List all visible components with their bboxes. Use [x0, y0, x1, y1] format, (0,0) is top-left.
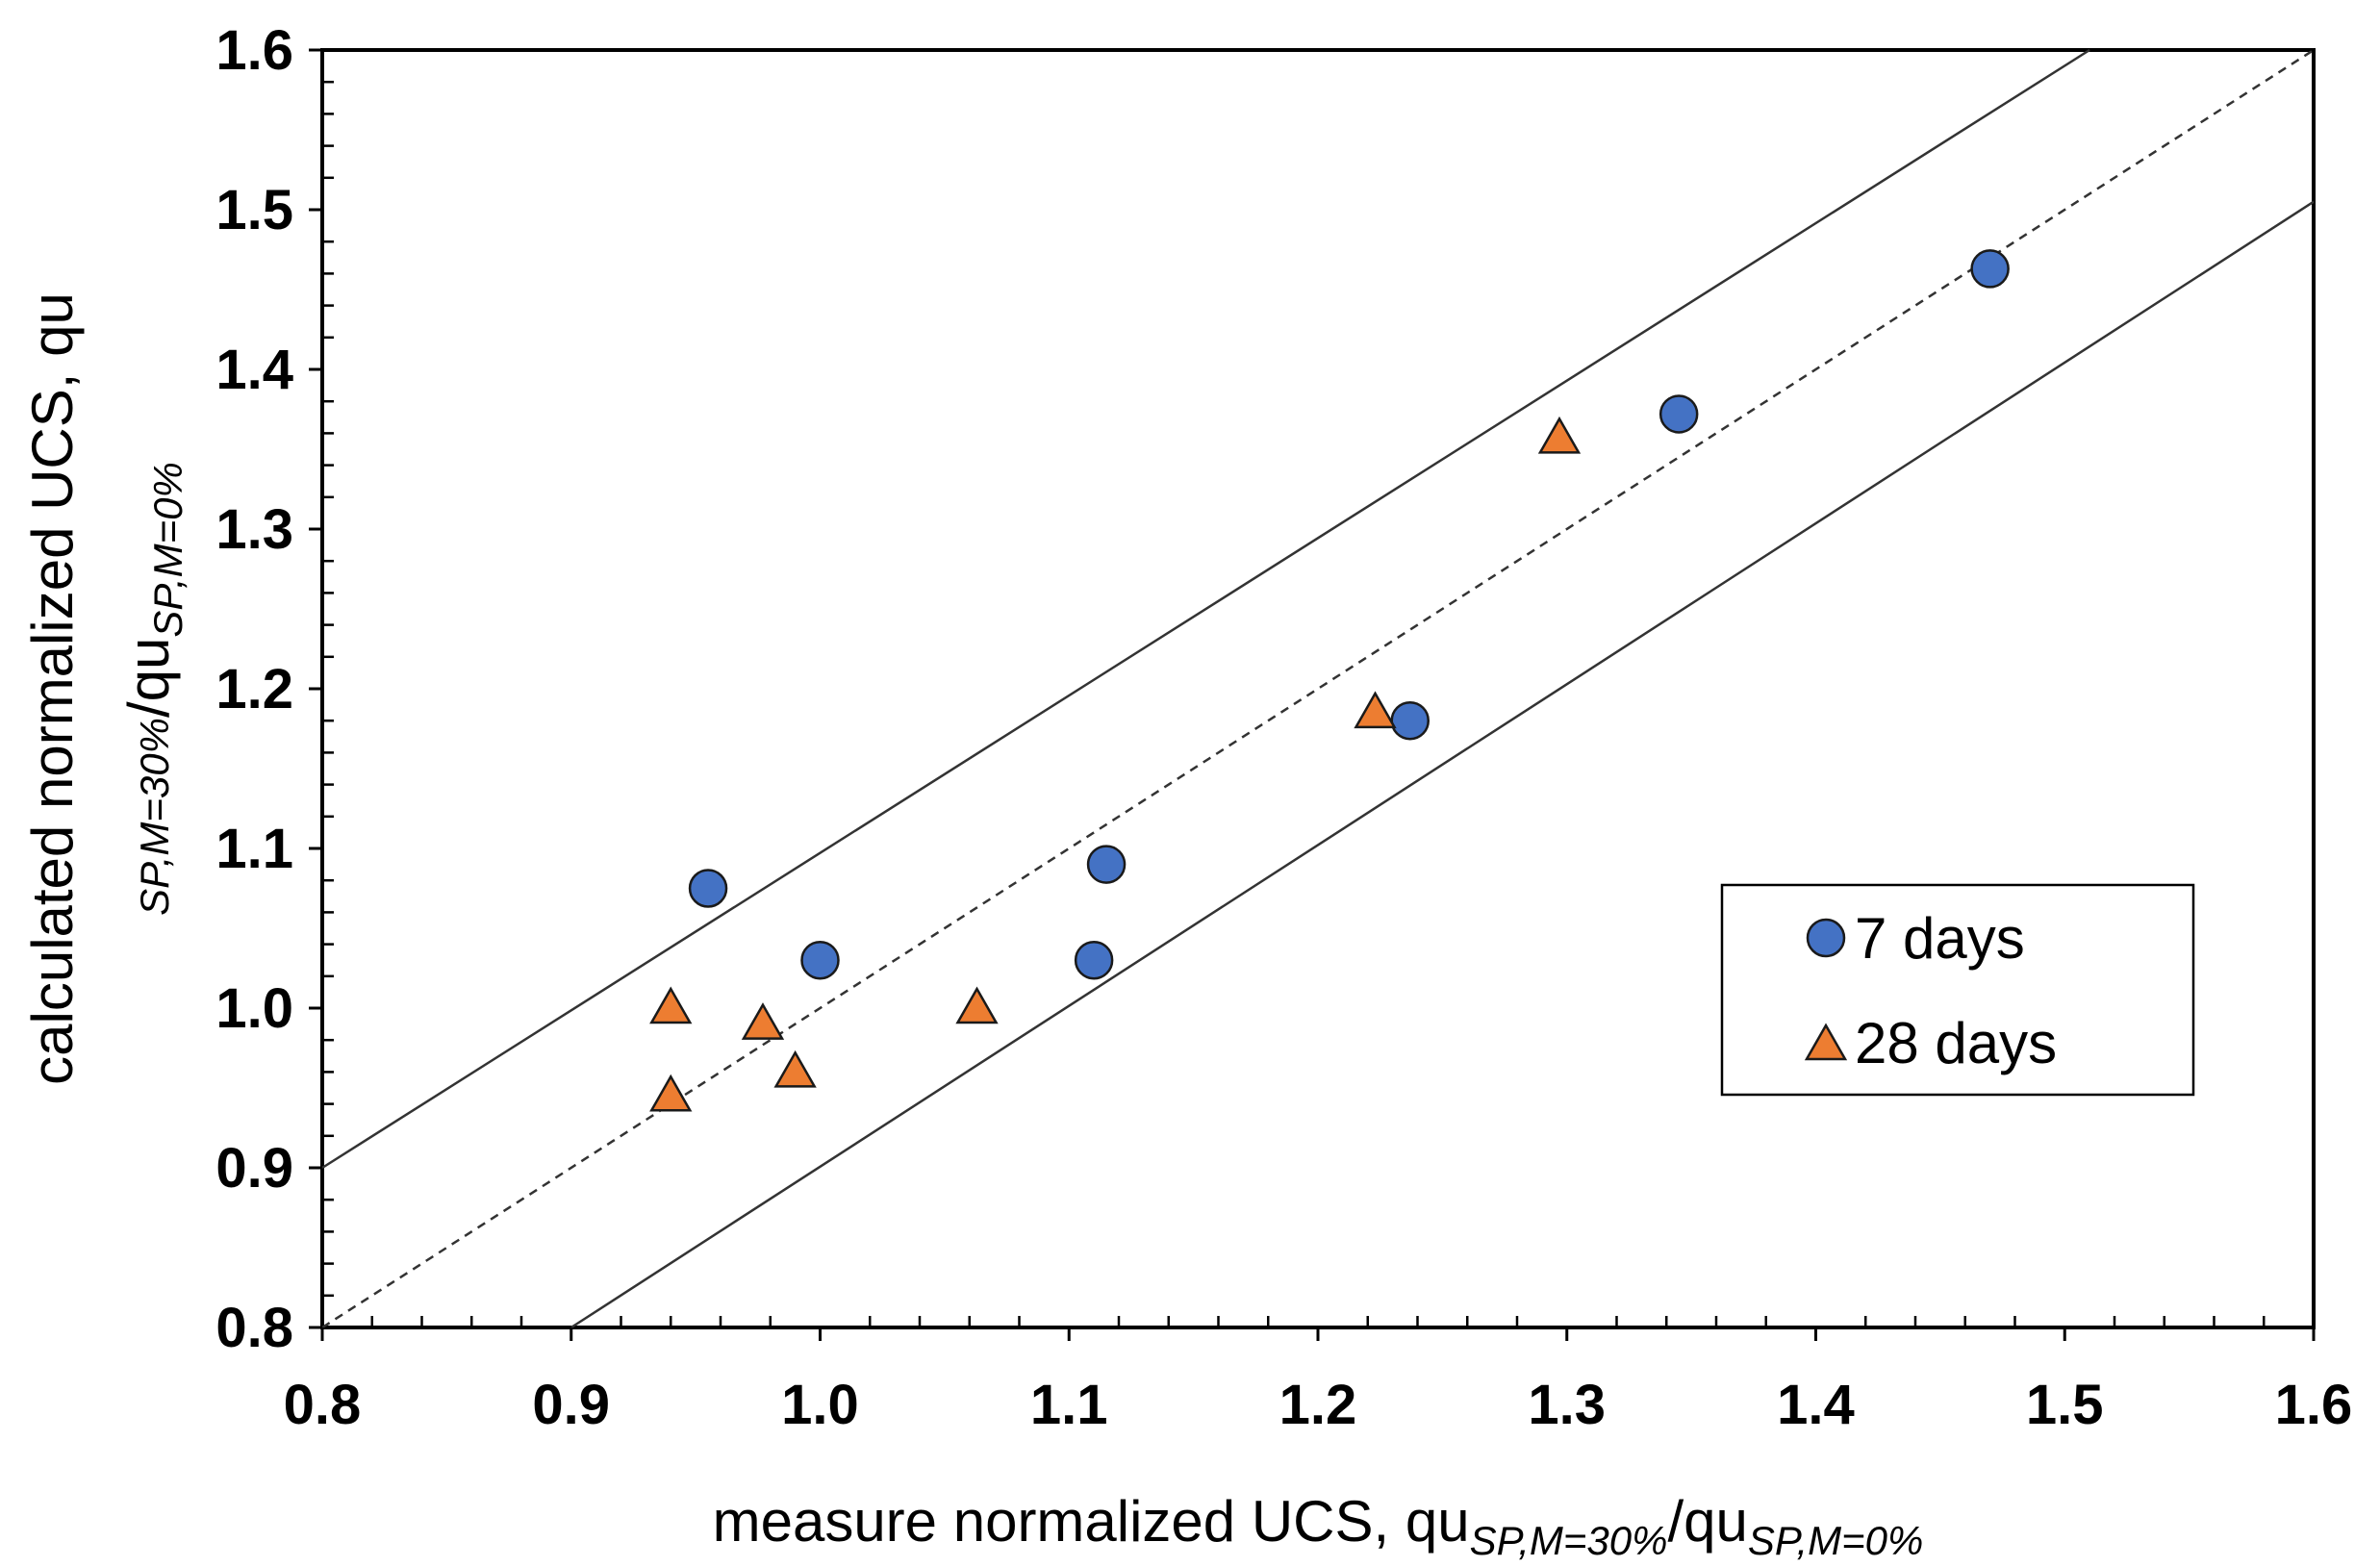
- x-tick-label: 0.9: [532, 1374, 610, 1436]
- legend-marker-circle: [1806, 918, 1846, 958]
- y-axis-title-sub-1: SP,M=30%: [132, 718, 177, 916]
- y-axis-title-line-2: SP,M=30%/quSP,M=0%: [116, 462, 190, 916]
- point-7-days: [688, 869, 728, 908]
- y-tick-label: 1.1: [215, 818, 293, 880]
- x-axis-title-sub-1: SP,M=30%: [1470, 1518, 1668, 1563]
- y-tick-label: 0.8: [215, 1297, 293, 1359]
- point-7-days: [1086, 845, 1127, 884]
- point-7-days: [1970, 249, 2010, 289]
- x-tick-label: 1.3: [1528, 1374, 1606, 1436]
- y-axis-title: calculated normalized UCS, qu SP,M=30%/q…: [20, 292, 190, 1085]
- x-axis-title-prefix: measure normalized UCS,: [713, 1489, 1405, 1554]
- y-tick-label: 1.6: [215, 19, 293, 82]
- data-points: [649, 249, 2010, 1112]
- point-7-days: [800, 940, 840, 980]
- y-tick-label: 1.4: [215, 339, 293, 401]
- point-7-days: [1074, 940, 1114, 980]
- legend-box: [1720, 883, 2195, 1097]
- point-28-days: [649, 986, 693, 1024]
- legend: 7 days 28 days: [1720, 883, 2195, 1097]
- lower-bound-line: [570, 200, 2315, 1329]
- x-axis-title-sub-2: SP,M=0%: [1748, 1518, 1924, 1563]
- y-tick-label: 0.9: [215, 1137, 293, 1200]
- legend-label-28-days: 28 days: [1855, 1011, 2057, 1075]
- x-axis-title: measure normalized UCS, quSP,M=30%/quSP,…: [713, 1489, 1924, 1563]
- x-tick-label: 1.4: [1777, 1374, 1855, 1436]
- y-tick-label: 1.3: [215, 498, 293, 561]
- y-axis-ticks: 0.8 0.9 1.0 1.1 1.2 1.3 1.4 1.5 1.6: [215, 19, 334, 1359]
- x-tick-label: 1.2: [1279, 1374, 1357, 1436]
- legend-marker-triangle: [1804, 1023, 1848, 1061]
- x-tick-label: 1.5: [2026, 1374, 2104, 1436]
- legend-label-7-days: 7 days: [1855, 906, 2025, 971]
- x-tick-label: 0.8: [284, 1374, 362, 1436]
- y-axis-title-part-2: /qu: [116, 638, 181, 718]
- x-axis-title-part-2: /qu: [1667, 1489, 1747, 1554]
- x-axis-ticks: 0.8 0.9 1.0 1.1 1.2 1.3 1.4 1.5 1.6: [284, 1316, 2353, 1436]
- point-28-days: [773, 1049, 817, 1088]
- x-axis-title-part-1: qu: [1405, 1489, 1470, 1554]
- point-7-days: [1658, 394, 1699, 434]
- point-28-days: [1354, 691, 1397, 729]
- x-tick-label: 1.6: [2275, 1374, 2353, 1436]
- x-tick-label: 1.1: [1030, 1374, 1108, 1436]
- y-tick-label: 1.5: [215, 179, 293, 241]
- point-28-days: [649, 1074, 693, 1112]
- point-28-days: [1537, 416, 1582, 454]
- point-28-days: [741, 1002, 785, 1040]
- y-tick-label: 1.0: [215, 977, 293, 1040]
- point-7-days: [1390, 700, 1430, 741]
- upper-bound-line: [321, 48, 2090, 1170]
- point-28-days: [955, 986, 999, 1024]
- y-axis-title-sub-2: SP,M=0%: [145, 462, 190, 638]
- y-axis-title-line-1: calculated normalized UCS, qu: [20, 292, 85, 1085]
- x-tick-label: 1.0: [781, 1374, 859, 1436]
- y-tick-label: 1.2: [215, 658, 293, 720]
